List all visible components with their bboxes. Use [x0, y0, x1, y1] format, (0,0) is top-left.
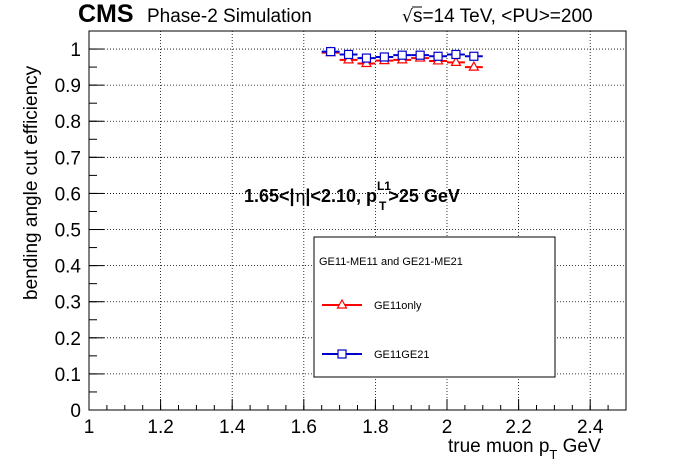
- data-point: [397, 50, 407, 60]
- y-tick-label: 0.8: [55, 112, 81, 133]
- y-axis-title: bending angle cut efficiency: [21, 65, 42, 300]
- x-axis-title-sub: T: [549, 447, 557, 462]
- annotation-prefix: 1.65<|: [244, 186, 295, 206]
- series-GE11GE21: [321, 46, 483, 63]
- x-tick-label: 2: [442, 417, 453, 438]
- data-point: [326, 46, 336, 57]
- x-axis-title: true muon pT GeV: [448, 436, 601, 462]
- y-tick-label: 0.7: [55, 148, 81, 169]
- y-tick-label: 0.3: [55, 293, 81, 314]
- x-tick-label: 1.2: [147, 417, 173, 438]
- svg-text:true muon pT GeV: true muon pT GeV: [448, 436, 601, 462]
- annotation-sup: L1: [377, 179, 391, 193]
- y-tick-label: 0: [70, 401, 81, 422]
- x-tick-label: 1.8: [362, 417, 388, 438]
- sqrt-symbol: √: [402, 7, 413, 27]
- annotation-mid: |<2.10, p: [305, 186, 377, 206]
- cms-logo: CMS: [78, 0, 134, 28]
- legend-label: GE11GE21: [374, 349, 429, 361]
- y-tick-label: 0.4: [55, 257, 82, 278]
- x-tick-label: 1.6: [291, 417, 317, 438]
- annotation-eta: η: [295, 186, 306, 207]
- x-tick-labels: 1 1.2 1.4 1.6 1.8 2 2.2 2.4: [84, 417, 604, 438]
- data-point: [361, 53, 372, 63]
- axis-ticks: [88, 30, 627, 411]
- annotation-sub: T: [379, 199, 387, 213]
- x-axis-title-main: true muon p: [448, 436, 549, 457]
- legend-entries: GE11only GE11GE21: [322, 298, 429, 361]
- y-tick-labels: 0 0.1 0.2 0.3 0.4 0.5 0.6 0.7 0.8 0.9 1: [55, 40, 82, 422]
- data-point: [469, 51, 479, 61]
- legend-marker: [337, 349, 347, 359]
- y-tick-label: 0.5: [55, 221, 81, 242]
- data-point: [379, 52, 389, 62]
- y-tick-label: 0.1: [55, 365, 81, 386]
- y-tick-label: 0.2: [55, 329, 81, 350]
- eta-pt-annotation: 1.65<|η|<2.10, pL1 T >25 GeV: [244, 179, 460, 213]
- energy-label: s=14 TeV, <PU>=200: [413, 6, 593, 27]
- data-point: [451, 49, 461, 60]
- y-tick-label: 0.6: [55, 184, 81, 205]
- x-tick-label: 2.2: [505, 417, 531, 438]
- legend: GE11-ME11 and GE21-ME21 GE11only GE11GE21: [313, 236, 556, 378]
- legend-header: GE11-ME11 and GE21-ME21: [319, 256, 463, 268]
- legend-marker: [336, 298, 348, 309]
- data-point: [343, 49, 354, 60]
- x-axis-title-unit: GeV: [557, 436, 601, 457]
- x-tick-label: 1: [84, 417, 95, 438]
- data-point: [415, 50, 425, 60]
- data-point: [450, 56, 462, 67]
- y-tick-label: 1: [70, 40, 81, 61]
- data-series: [321, 46, 483, 71]
- legend-label: GE11only: [374, 300, 422, 312]
- data-point: [433, 51, 443, 61]
- simulation-label: Phase-2 Simulation: [147, 6, 312, 27]
- annotation-suffix: >25 GeV: [388, 186, 460, 206]
- x-tick-label: 2.4: [577, 417, 604, 438]
- y-tick-label: 0.9: [55, 76, 81, 97]
- data-point: [468, 60, 480, 71]
- x-tick-label: 1.4: [219, 417, 246, 438]
